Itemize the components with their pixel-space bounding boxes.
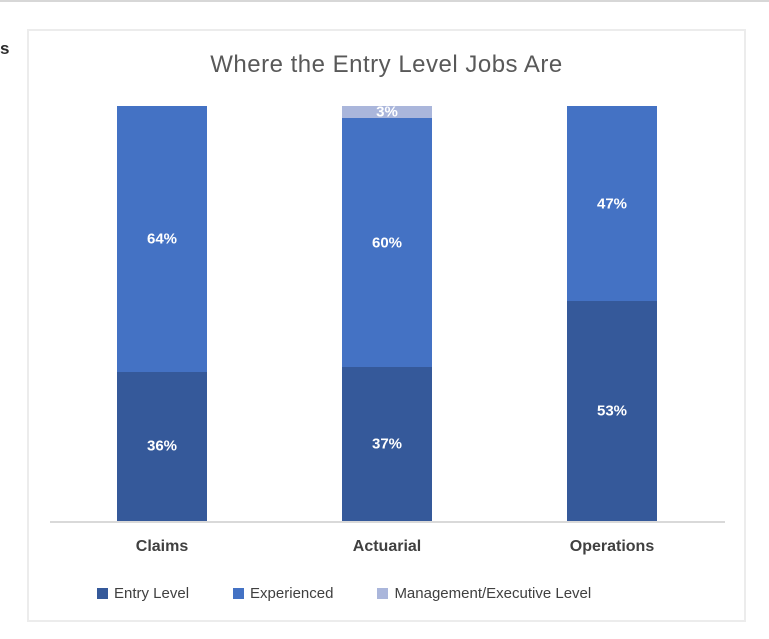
bar-segment-claims-entry-level[interactable]: 36% (117, 371, 207, 521)
plot-area: 36% 64% Claims 37% 60% 3% Actuarial 53% 47% Opera… (29, 31, 744, 620)
data-label-actuarial-management-executive-level: 3% (376, 103, 398, 121)
category-label-actuarial: Actuarial (352, 538, 422, 555)
bar-segment-claims-experienced[interactable]: 64% (117, 106, 207, 372)
data-label-claims-entry-level: 36% (146, 437, 178, 455)
chart-container[interactable]: Where the Entry Level Jobs Are 36% 64% Cla… (27, 29, 746, 622)
chart-legend: Entry Level Experienced Management/Executi… (97, 581, 591, 605)
legend-item-entry-level: Entry Level (97, 585, 189, 602)
bar-segment-operations-entry-level[interactable]: 53% (567, 301, 657, 521)
legend-item-management-executive-level: Management/Executive Level (377, 585, 591, 602)
legend-label-experienced: Experienced (250, 584, 334, 602)
bar-segment-actuarial-experienced[interactable]: 60% (342, 118, 432, 368)
legend-label-entry-level: Entry Level (114, 584, 190, 602)
data-label-operations-experienced: 47% (596, 195, 628, 213)
legend-swatch-experienced (233, 587, 245, 599)
category-label-operations: Operations (569, 538, 655, 555)
data-label-actuarial-experienced: 60% (371, 234, 403, 252)
legend-swatch-entry-level (97, 587, 108, 599)
data-label-actuarial-entry-level: 37% (371, 435, 403, 453)
legend-swatch-management-executive-level (377, 587, 389, 599)
category-label-claims: Claims (135, 538, 189, 555)
legend-label-management-executive-level: Management/Executive Level (394, 584, 592, 602)
bar-segment-actuarial-entry-level[interactable]: 37% (342, 367, 432, 521)
chart-title: Where the Entry Level Jobs Are (210, 51, 563, 78)
data-label-claims-experienced: 64% (146, 230, 178, 248)
x-axis-line (50, 521, 725, 523)
cutoff-text-fragment: s (0, 39, 10, 58)
data-label-operations-entry-level: 53% (596, 402, 628, 420)
bar-segment-operations-experienced[interactable]: 47% (567, 106, 657, 302)
legend-item-experienced: Experienced (233, 585, 333, 602)
top-edge-divider (0, 0, 769, 2)
bar-segment-actuarial-management-executive-level[interactable]: 3% (342, 103, 432, 121)
